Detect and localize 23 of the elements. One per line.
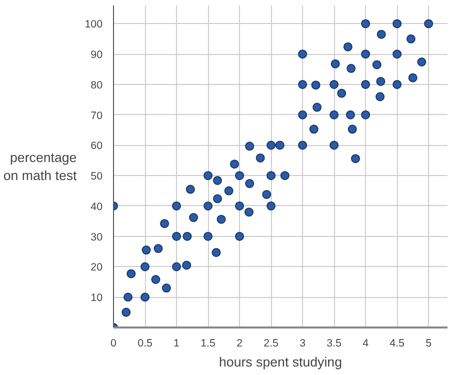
x-tick-label: 1 <box>174 338 180 350</box>
x-tick-label: 0 <box>110 338 117 350</box>
x-tick-label: 4.5 <box>390 338 405 350</box>
x-tick-label: 5 <box>426 338 432 350</box>
y-tick-label: 40 <box>90 200 103 213</box>
y-tick-label: 10 <box>90 292 103 304</box>
x-tick-label: 1.5 <box>200 338 216 350</box>
x-tick-label: 2.5 <box>264 338 279 350</box>
y-tick-label: 50 <box>90 170 103 183</box>
y-tick-label: 80 <box>90 79 103 92</box>
y-tick-label: 90 <box>90 49 103 62</box>
y-tick-label: 100 <box>84 18 103 31</box>
x-tick-label: 0.5 <box>138 338 152 350</box>
x-tick-label: 3.5 <box>326 338 342 350</box>
y-axis-title: percentage on math test <box>3 150 78 183</box>
y-tick-label: 30 <box>90 231 103 244</box>
x-axis-title: hours spent studying <box>219 354 342 370</box>
y-tick-label: 20 <box>90 262 103 274</box>
y-tick-label: 70 <box>90 110 103 122</box>
x-tick-label: 2 <box>236 338 243 350</box>
x-tick-label: 3 <box>300 338 306 350</box>
y-tick-label: 60 <box>90 140 103 152</box>
x-tick-label: 4 <box>362 338 369 350</box>
